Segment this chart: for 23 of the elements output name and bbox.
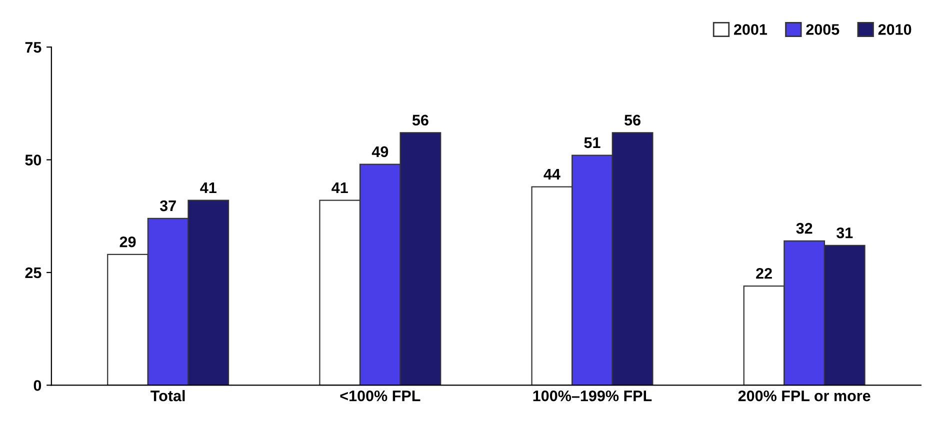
data-label: 31	[836, 227, 853, 238]
x-tick-label: 200% FPL or more	[738, 390, 870, 402]
data-label: 56	[624, 114, 640, 126]
y-tick-label: 75	[25, 42, 42, 53]
data-label: 22	[756, 268, 772, 279]
legend-label: 2001	[734, 24, 768, 35]
data-label: 32	[796, 222, 812, 234]
data-label: 44	[544, 168, 560, 180]
data-label: 56	[412, 114, 428, 126]
data-label: 49	[372, 146, 388, 158]
data-label: 29	[120, 236, 136, 248]
y-tick-label: 50	[25, 154, 42, 166]
y-tick-label: 25	[25, 267, 42, 278]
data-label: 41	[332, 182, 348, 194]
y-tick-label: 0	[34, 380, 42, 391]
x-tick-label: 100%–199% FPL	[533, 390, 652, 402]
legend-label: 2005	[806, 24, 840, 35]
x-tick-label: <100% FPL	[340, 390, 420, 402]
x-tick-label: Total	[150, 390, 185, 402]
data-label: 41	[200, 182, 216, 194]
data-label: 51	[584, 137, 600, 148]
legend-label: 2010	[878, 24, 912, 35]
data-label: 37	[160, 200, 176, 212]
